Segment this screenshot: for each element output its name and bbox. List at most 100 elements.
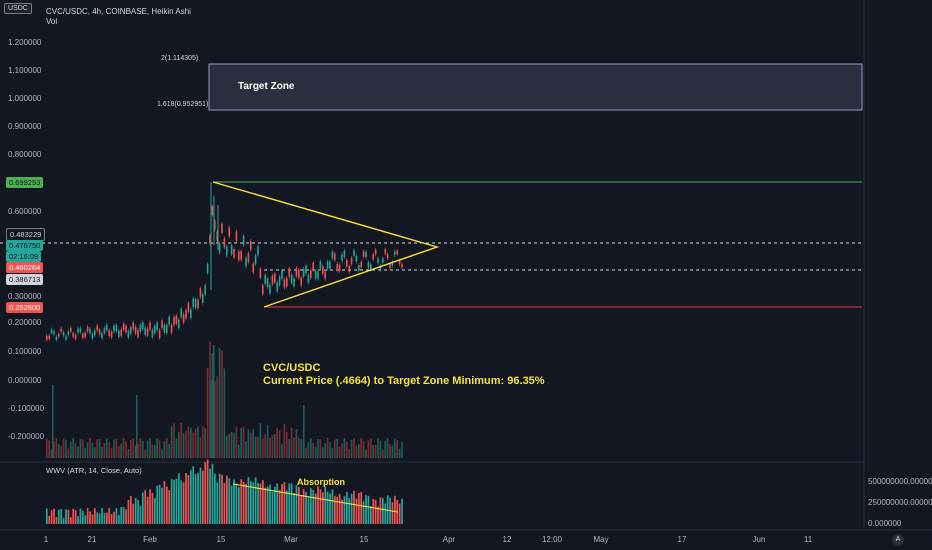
volume-bar <box>94 447 96 458</box>
wwv-bar <box>84 515 87 524</box>
volume-bar <box>317 439 319 458</box>
target-zone-box <box>208 63 863 111</box>
candle-body <box>331 251 334 259</box>
volume-bar <box>233 432 235 458</box>
volume-bar <box>398 448 401 458</box>
volume-bar <box>238 444 240 458</box>
candle-body <box>173 316 175 325</box>
wwv-bar <box>161 487 163 524</box>
volume-bar <box>151 444 154 458</box>
volume-bar <box>72 438 74 458</box>
volume-bar <box>180 422 182 458</box>
candle-body <box>82 333 84 338</box>
candle-body <box>240 251 242 261</box>
wwv-bar <box>372 498 375 524</box>
wwv-bar <box>269 484 271 524</box>
wwv-bar <box>125 509 127 524</box>
wwv-bar <box>127 499 130 524</box>
lower-price-tag: 0.386713 <box>6 274 44 285</box>
candle-body <box>115 325 118 332</box>
candle-body <box>314 271 317 279</box>
candle-body <box>125 325 127 333</box>
candle-body <box>360 261 362 268</box>
volume-bar <box>187 426 190 458</box>
wwv-bar <box>355 498 358 524</box>
candle-body <box>154 325 156 334</box>
tradingview-logo-icon[interactable]: A <box>892 534 904 546</box>
candle-body <box>192 298 194 308</box>
candle-body <box>379 265 382 270</box>
candle-body <box>156 322 158 331</box>
candle-body <box>382 258 384 263</box>
wwv-bar <box>286 490 288 524</box>
candle-body <box>67 331 70 335</box>
price-axis-label: 0.800000 <box>8 150 42 159</box>
candle-body <box>180 308 182 318</box>
volume-bar <box>89 438 91 458</box>
volume-bar <box>343 438 346 458</box>
volume-bar <box>168 443 170 458</box>
wwv-bar <box>226 475 228 524</box>
wwv-bar <box>362 501 365 524</box>
volume-bar <box>216 376 218 458</box>
volume-bar <box>382 449 384 458</box>
wwv-bar <box>190 470 192 524</box>
candle-body <box>329 261 331 269</box>
wwv-bar <box>110 514 113 524</box>
volume-bar <box>324 442 326 458</box>
wwv-bar <box>48 515 51 524</box>
volume-bar <box>91 442 94 458</box>
wwv-bar <box>118 514 120 524</box>
wwv-bar <box>298 487 300 524</box>
currency-badge[interactable]: USDC <box>4 3 32 14</box>
wwv-bar <box>360 492 363 524</box>
candle-body <box>281 270 283 279</box>
volume-bar <box>74 443 77 458</box>
candle-body <box>170 324 173 333</box>
symbol-line[interactable]: CVC/USDC, 4h, COINBASE, Heikin Ashi <box>46 7 191 16</box>
wwv-bar <box>130 495 132 524</box>
candle-body <box>60 328 62 332</box>
wwv-bar <box>240 479 243 524</box>
volume-bar <box>120 443 122 458</box>
volume-bar <box>319 439 322 458</box>
wwv-bar <box>204 462 207 524</box>
wwv-bar <box>374 500 377 524</box>
candle-body <box>175 315 178 324</box>
wwv-bar <box>230 485 233 524</box>
wwv-bar <box>182 482 185 524</box>
indicator-label[interactable]: WWV (ATR, 14, Close, Auto) <box>46 466 142 475</box>
volume-bar <box>178 431 180 458</box>
candle-body <box>242 235 245 245</box>
volume-bar <box>67 448 70 458</box>
wwv-bar <box>307 496 310 524</box>
wwv-bar <box>154 497 156 524</box>
volume-bar <box>55 438 58 458</box>
wwv-bar <box>158 484 161 524</box>
volume-bar <box>274 433 276 458</box>
candle-body <box>252 263 254 273</box>
volume-bar <box>334 439 336 458</box>
wwv-bar <box>166 486 168 524</box>
volume-bar <box>230 431 233 458</box>
wwv-bar <box>163 481 166 524</box>
candle-body <box>305 265 307 274</box>
wwv-bar <box>175 478 178 524</box>
vol-label[interactable]: Vol <box>46 17 58 26</box>
volume-bar <box>250 432 252 458</box>
wwv-bar <box>338 493 341 524</box>
resistance-price-tag: 0.699253 <box>6 177 44 188</box>
price-axis-label: 0.600000 <box>8 207 42 216</box>
volume-bar <box>377 438 379 458</box>
candle-body <box>374 249 377 255</box>
candle-body <box>233 248 235 258</box>
candle-body <box>302 268 305 277</box>
candle-body <box>130 327 132 334</box>
wwv-bar <box>276 483 279 524</box>
candle-body <box>396 250 398 255</box>
wwv-bar <box>206 459 209 524</box>
wwv-axis-label: 500000000.000000 <box>868 477 932 486</box>
wwv-bar <box>310 488 312 524</box>
volume-bar <box>130 440 132 458</box>
